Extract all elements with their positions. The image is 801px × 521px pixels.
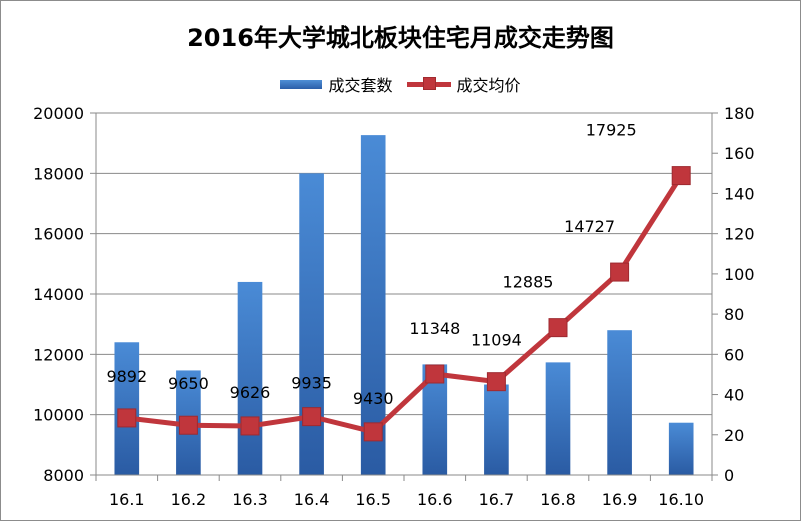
price-point [240, 416, 260, 436]
price-data-label: 9626 [230, 383, 271, 402]
legend-bar-swatch [280, 79, 323, 89]
y-left-tick-label: 18000 [33, 164, 84, 183]
price-data-label: 11094 [471, 331, 522, 350]
price-point [671, 166, 691, 186]
price-point [117, 408, 137, 428]
legend-item-line: 成交均价 [406, 72, 521, 96]
y-right-tick-label: 160 [724, 144, 755, 163]
x-tick-label: 16.7 [479, 490, 515, 509]
y-right-tick-label: 40 [724, 386, 744, 405]
y-right-tick-label: 20 [724, 426, 744, 445]
price-data-label: 12885 [503, 273, 554, 292]
x-tick-label: 16.1 [109, 490, 145, 509]
bar [299, 173, 324, 476]
price-data-label: 17925 [586, 121, 637, 140]
y-right-tick-label: 120 [724, 225, 755, 244]
legend-item-bars: 成交套数 [280, 72, 393, 96]
y-right-tick-label: 140 [724, 184, 755, 203]
chart-title: 2016年大学城北板块住宅月成交走势图 [187, 24, 614, 52]
price-data-label: 9892 [106, 367, 147, 386]
legend: 成交套数 成交均价 [0, 72, 801, 96]
y-left-tick-label: 12000 [33, 345, 84, 364]
bar [237, 281, 263, 475]
price-data-label: 9935 [291, 374, 332, 393]
legend-label-bars: 成交套数 [328, 76, 393, 95]
price-data-label: 14727 [564, 217, 615, 236]
y-left-tick-label: 20000 [33, 104, 84, 123]
price-point [486, 372, 506, 392]
x-tick-label: 16.9 [602, 490, 638, 509]
price-point [178, 415, 198, 435]
price-point [610, 262, 630, 282]
y-left-tick-label: 10000 [33, 406, 84, 425]
x-tick-label: 16.5 [355, 490, 391, 509]
y-right-tick-label: 100 [724, 265, 755, 284]
price-data-label: 9430 [353, 389, 394, 408]
x-tick-label: 16.3 [232, 490, 268, 509]
bar [668, 422, 694, 475]
y-right-tick-label: 0 [724, 466, 734, 485]
price-point [548, 318, 568, 338]
price-data-label: 9650 [168, 374, 209, 393]
x-tick-label: 16.6 [417, 490, 453, 509]
price-line [126, 174, 684, 435]
x-tick-label: 16.4 [294, 490, 330, 509]
bar [607, 330, 632, 475]
x-tick-label: 16.10 [658, 490, 704, 509]
bar [545, 362, 571, 475]
y-right-tick-label: 60 [724, 345, 744, 364]
x-tick-label: 16.8 [540, 490, 576, 509]
legend-line-swatch [406, 76, 451, 90]
y-right-tick-label: 80 [724, 305, 744, 324]
legend-label-line: 成交均价 [456, 76, 521, 95]
bar [484, 384, 509, 475]
bar [360, 135, 386, 475]
y-right-tick-label: 180 [724, 104, 755, 123]
price-point [302, 407, 322, 427]
price-point [425, 364, 445, 384]
price-data-label: 11348 [409, 319, 460, 338]
y-left-tick-label: 14000 [33, 285, 84, 304]
x-tick-label: 16.2 [171, 490, 207, 509]
price-point [363, 422, 383, 442]
y-left-tick-label: 8000 [43, 466, 84, 485]
y-left-tick-label: 16000 [33, 225, 84, 244]
